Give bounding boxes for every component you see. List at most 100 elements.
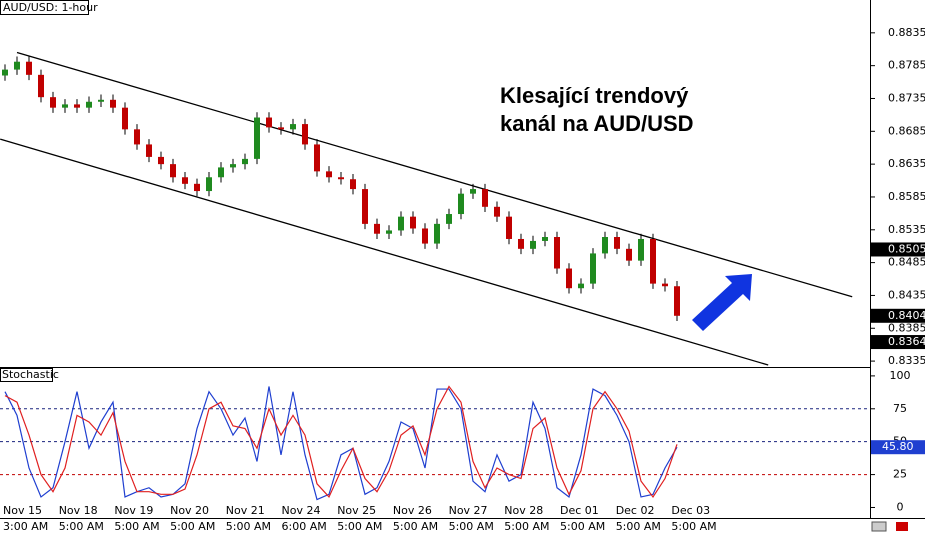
candle-body [422,228,428,244]
candle-body [50,97,56,108]
candle-body [290,124,296,130]
candle-body [230,164,236,168]
candle-body [326,171,332,178]
x-tick-label: 5:00 AM [226,520,271,533]
y-tick-label: 0.8435 [888,288,925,301]
y-tick-label: 0.8785 [888,59,925,72]
candle-body [626,248,632,261]
candle-body [470,189,476,194]
candle-body [86,101,92,108]
candle-body [494,206,500,217]
x-tick-label: Dec 03 [671,504,710,517]
x-tick-label: 5:00 AM [616,520,661,533]
candle-body [386,230,392,234]
icon[interactable] [871,521,887,532]
candle-body [254,117,260,159]
x-tick-label: Nov 19 [114,504,153,517]
y-tick-label: 0.8335 [888,354,925,367]
trendline [0,138,769,366]
stochastic-line [4,385,678,499]
indicator-box [0,368,53,382]
price-marker [871,242,925,257]
candle-body [506,216,512,239]
annotation: kanál na AUD/USD [500,111,694,136]
candle-body [206,177,212,192]
candle-body [482,189,488,207]
candle-body [410,216,416,229]
x-tick-label: 5:00 AM [560,520,605,533]
y-tick-label: 0.8385 [888,321,925,334]
y-tick-label: 0.8585 [888,190,925,203]
candle-body [518,238,524,249]
y-tick-label: 0.8735 [888,91,925,104]
y-tick-label: 25 [893,468,907,481]
candle-body [350,179,356,190]
candle-body [554,237,560,269]
x-tick-label: 5:00 AM [671,520,716,533]
y-tick-label: 0.8835 [888,26,925,39]
candle-body [542,237,548,241]
x-tick-label: 6:00 AM [282,520,327,533]
price-marker-label: 0.8505 [888,242,925,255]
candle-body [194,183,200,192]
annotation: Klesající trendový [500,83,689,108]
x-tick-label: Nov 20 [170,504,209,517]
x-tick-label: 3:00 AM [3,520,48,533]
title-box [0,0,89,15]
y-tick-label: 0 [897,500,904,513]
x-tick-label: Nov 28 [504,504,543,517]
candle-body [182,177,188,184]
x-tick-label: Dec 01 [560,504,599,517]
candle-body [446,214,452,224]
trendline [16,51,853,298]
candle-body [674,286,680,316]
candle-body [602,237,608,254]
x-tick-label: Nov 26 [393,504,432,517]
x-tick-label: Dec 02 [616,504,655,517]
icon[interactable] [896,522,908,531]
x-tick-label: Nov 15 [3,504,42,517]
candle-body [2,69,8,76]
candle-body [134,129,140,145]
y-tick-label: 0.8685 [888,124,925,137]
candle-body [122,107,128,130]
candle-body [362,189,368,224]
y-tick-label: 100 [890,369,911,382]
arrow [692,274,752,331]
price-marker [871,335,925,350]
x-tick-label: 5:00 AM [170,520,215,533]
x-tick-label: 5:00 AM [449,520,494,533]
candle-body [62,104,68,108]
candle-body [662,283,668,287]
x-tick-label: 5:00 AM [114,520,159,533]
candle-body [566,268,572,289]
candle-body [302,124,308,145]
x-tick-label: Nov 27 [449,504,488,517]
candle-body [578,283,584,289]
candle-body [398,216,404,231]
x-tick-label: Nov 24 [282,504,321,517]
x-tick-label: 5:00 AM [59,520,104,533]
candle-body [278,127,284,130]
value-marker [871,440,925,455]
price-marker-label: 0.8404 [888,309,925,322]
candle-body [38,74,44,98]
candle-body [458,193,464,215]
candle-body [242,158,248,165]
candle-body [110,99,116,108]
x-tick-label: 5:00 AM [337,520,382,533]
price-marker [871,308,925,323]
candle-body [434,223,440,244]
candle-body [374,223,380,234]
candle-body [338,177,344,180]
candle-body [650,238,656,284]
candle-body [314,144,320,172]
candle-body [26,61,32,75]
x-tick-label: Nov 25 [337,504,376,517]
x-tick-label: 5:00 AM [393,520,438,533]
candle-body [146,144,152,157]
y-tick-label: 0.8485 [888,256,925,269]
candle-body [14,61,20,70]
